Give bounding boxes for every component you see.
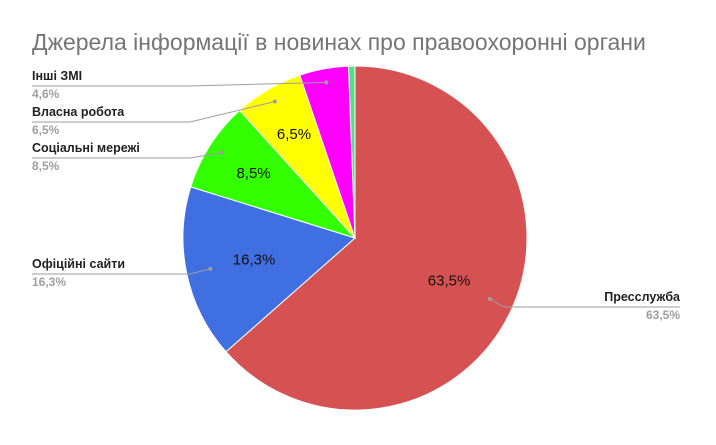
callout-leader-line (32, 268, 211, 275)
callout-percent-label: 4,6% (32, 87, 60, 101)
slice-inside-label: 63,5% (428, 272, 471, 289)
pie-slice (190, 109, 357, 240)
callout-leader-line (489, 298, 680, 308)
callout-leader-line (32, 101, 275, 123)
pie-slice (347, 65, 356, 239)
callout-percent-label: 16,3% (32, 275, 66, 289)
callout-category-label: Соціальні мережі (32, 141, 140, 155)
pie-slices (182, 65, 528, 411)
callout-category-label: Інші ЗМІ (32, 69, 82, 83)
slice-inside-label: 16,3% (233, 252, 276, 269)
callout-leader-line (32, 81, 327, 87)
callout-category-label: Власна робота (32, 105, 125, 119)
callout-category-label: Пресслужба (604, 290, 681, 304)
callout-category-label: Офіційні сайти (32, 257, 125, 271)
pie-slice (225, 65, 528, 411)
callout-percent-label: 8,5% (32, 159, 60, 173)
chart-title: Джерела інформації в новинах про правоох… (32, 29, 646, 55)
slice-inside-label: 8,5% (236, 165, 270, 182)
callout-percent-label: 6,5% (32, 123, 60, 137)
slice-inside-label: 6,5% (277, 126, 311, 143)
callout-leader-line (32, 152, 222, 159)
callout-percent-label: 63,5% (646, 308, 680, 322)
slice-value-labels: 63,5% 16,3% 8,5% 6,5% (233, 126, 471, 289)
slice-callouts: Пресслужба 63,5% Офіційні сайти 16,3% Соціал… (32, 69, 681, 322)
